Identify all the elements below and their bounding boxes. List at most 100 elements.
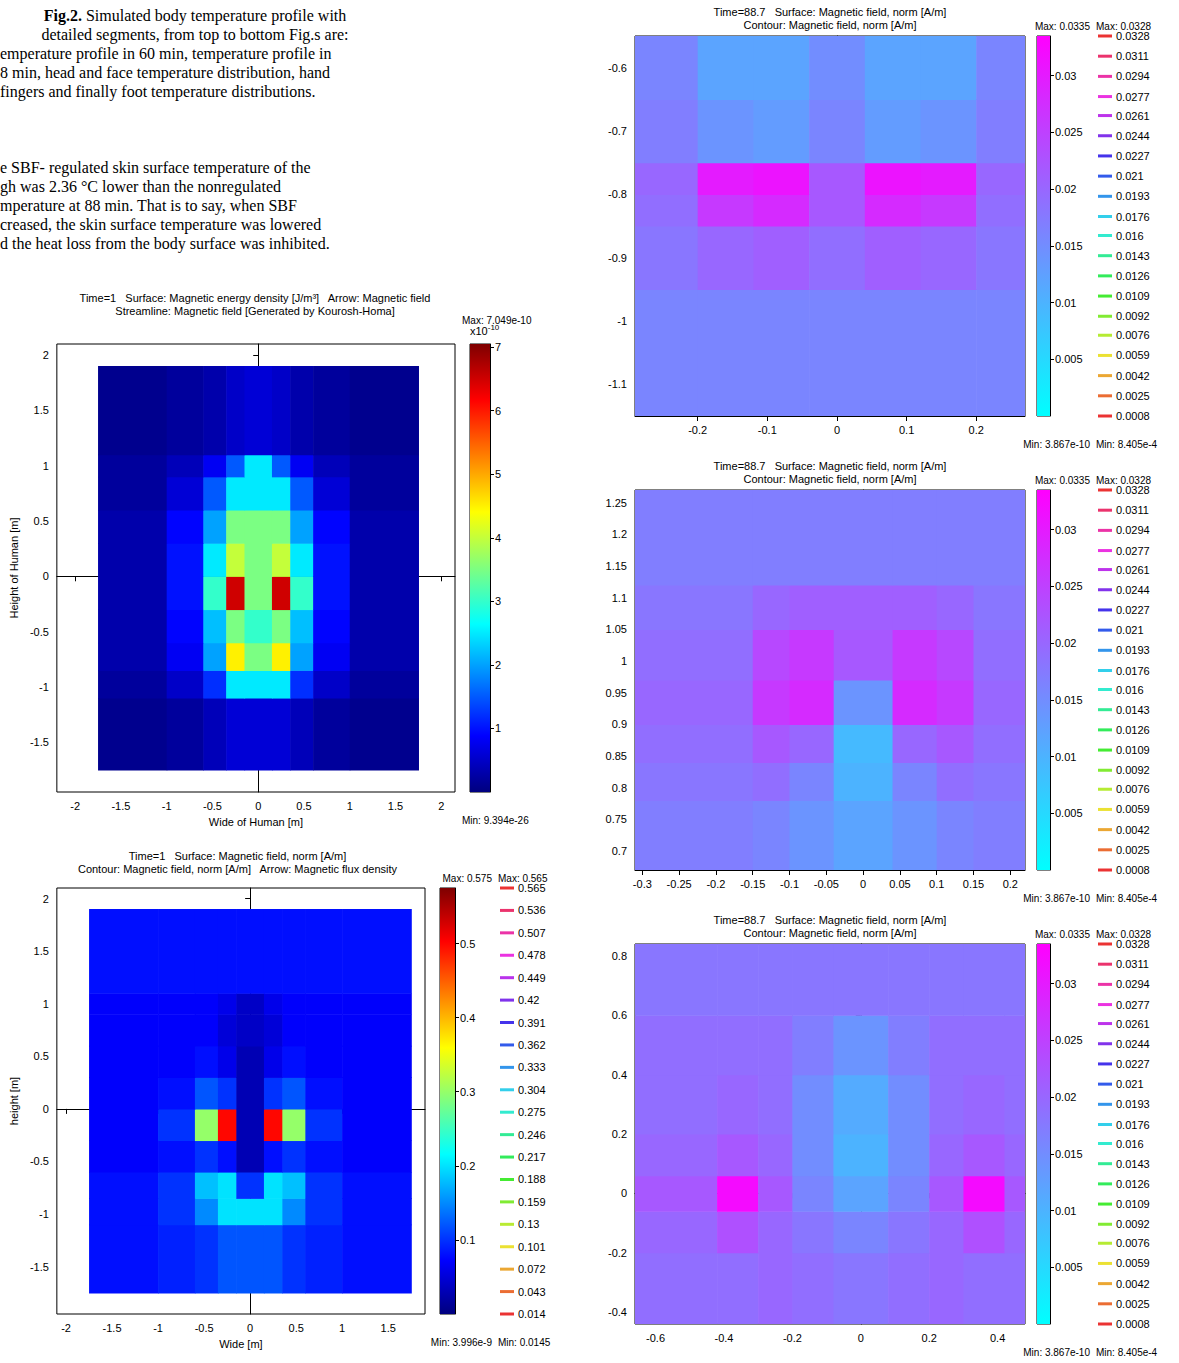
svg-text:0.75: 0.75 bbox=[606, 813, 627, 825]
svg-text:0.0025: 0.0025 bbox=[1116, 844, 1150, 856]
svg-text:0.1: 0.1 bbox=[929, 878, 944, 890]
svg-text:0: 0 bbox=[43, 1103, 49, 1115]
svg-text:Wide [m]: Wide [m] bbox=[219, 1338, 262, 1350]
svg-text:2: 2 bbox=[495, 659, 501, 671]
svg-text:0: 0 bbox=[834, 424, 840, 436]
svg-text:0.01: 0.01 bbox=[1055, 751, 1076, 763]
svg-text:0.9: 0.9 bbox=[612, 718, 627, 730]
svg-text:0.0059: 0.0059 bbox=[1116, 1257, 1150, 1269]
svg-text:0.0227: 0.0227 bbox=[1116, 604, 1150, 616]
svg-text:-0.9: -0.9 bbox=[608, 252, 627, 264]
svg-text:0.0294: 0.0294 bbox=[1116, 70, 1150, 82]
svg-text:Contour: Magnetic field, norm: Contour: Magnetic field, norm [A/m] bbox=[743, 473, 916, 485]
svg-text:0.02: 0.02 bbox=[1055, 637, 1076, 649]
svg-text:-1: -1 bbox=[39, 1208, 49, 1220]
svg-text:Min: 9.394e-26: Min: 9.394e-26 bbox=[462, 815, 529, 826]
svg-text:Min: 8.405e-4: Min: 8.405e-4 bbox=[1096, 439, 1158, 450]
svg-text:0.0109: 0.0109 bbox=[1116, 290, 1150, 302]
svg-text:Min: 8.405e-4: Min: 8.405e-4 bbox=[1096, 1347, 1158, 1358]
svg-text:1: 1 bbox=[347, 800, 353, 812]
svg-text:0.0244: 0.0244 bbox=[1116, 584, 1150, 596]
svg-text:0.2: 0.2 bbox=[460, 1160, 475, 1172]
svg-text:0.0042: 0.0042 bbox=[1116, 1278, 1150, 1290]
svg-text:Max: 0.0335: Max: 0.0335 bbox=[1035, 21, 1090, 32]
svg-text:0.0261: 0.0261 bbox=[1116, 564, 1150, 576]
svg-text:-1.5: -1.5 bbox=[30, 1261, 49, 1273]
svg-text:0.0126: 0.0126 bbox=[1116, 1178, 1150, 1190]
svg-text:height [m]: height [m] bbox=[8, 1077, 20, 1125]
svg-text:0.6: 0.6 bbox=[612, 1009, 627, 1021]
svg-text:0.02: 0.02 bbox=[1055, 183, 1076, 195]
svg-text:5: 5 bbox=[495, 468, 501, 480]
svg-text:4: 4 bbox=[495, 532, 501, 544]
svg-text:0.2: 0.2 bbox=[612, 1128, 627, 1140]
svg-text:0.005: 0.005 bbox=[1055, 807, 1083, 819]
svg-text:2: 2 bbox=[43, 349, 49, 361]
svg-text:0.85: 0.85 bbox=[606, 750, 627, 762]
svg-text:2: 2 bbox=[438, 800, 444, 812]
svg-text:0.0294: 0.0294 bbox=[1116, 524, 1150, 536]
svg-text:-1: -1 bbox=[617, 315, 627, 327]
svg-text:0.03: 0.03 bbox=[1055, 70, 1076, 82]
svg-text:0.03: 0.03 bbox=[1055, 978, 1076, 990]
svg-text:0.391: 0.391 bbox=[518, 1017, 546, 1029]
svg-text:0.025: 0.025 bbox=[1055, 1034, 1083, 1046]
svg-text:-1: -1 bbox=[39, 681, 49, 693]
svg-text:0.03: 0.03 bbox=[1055, 524, 1076, 536]
svg-text:1.1: 1.1 bbox=[612, 592, 627, 604]
svg-text:0.0227: 0.0227 bbox=[1116, 1058, 1150, 1070]
svg-text:-0.1: -0.1 bbox=[780, 878, 799, 890]
svg-text:0.0059: 0.0059 bbox=[1116, 803, 1150, 815]
svg-text:0.021: 0.021 bbox=[1116, 1078, 1144, 1090]
svg-text:0.0092: 0.0092 bbox=[1116, 764, 1150, 776]
svg-text:0.8: 0.8 bbox=[612, 782, 627, 794]
svg-text:-1.5: -1.5 bbox=[30, 736, 49, 748]
svg-text:0.95: 0.95 bbox=[606, 687, 627, 699]
svg-text:3: 3 bbox=[495, 595, 501, 607]
svg-text:-0.4: -0.4 bbox=[608, 1306, 627, 1318]
svg-text:-1: -1 bbox=[153, 1322, 163, 1334]
svg-text:-2: -2 bbox=[70, 800, 80, 812]
svg-text:-0.15: -0.15 bbox=[740, 878, 765, 890]
svg-text:-1: -1 bbox=[162, 800, 172, 812]
svg-text:7: 7 bbox=[495, 341, 501, 353]
svg-text:0.0244: 0.0244 bbox=[1116, 130, 1150, 142]
svg-text:0.0261: 0.0261 bbox=[1116, 1018, 1150, 1030]
svg-text:0.0328: 0.0328 bbox=[1116, 484, 1150, 496]
svg-text:0.4: 0.4 bbox=[460, 1012, 475, 1024]
svg-text:0.072: 0.072 bbox=[518, 1263, 546, 1275]
svg-text:0.0025: 0.0025 bbox=[1116, 390, 1150, 402]
svg-text:0.478: 0.478 bbox=[518, 949, 546, 961]
svg-text:0.016: 0.016 bbox=[1116, 1138, 1144, 1150]
svg-text:Contour: Magnetic field, norm: Contour: Magnetic field, norm [A/m] bbox=[743, 927, 916, 939]
svg-text:0.0328: 0.0328 bbox=[1116, 938, 1150, 950]
svg-text:0.2: 0.2 bbox=[922, 1332, 937, 1344]
svg-text:0.333: 0.333 bbox=[518, 1061, 546, 1073]
svg-text:-0.05: -0.05 bbox=[814, 878, 839, 890]
svg-text:0.0008: 0.0008 bbox=[1116, 1318, 1150, 1330]
svg-text:0.5: 0.5 bbox=[34, 1050, 49, 1062]
svg-text:Min: 0.0145: Min: 0.0145 bbox=[498, 1337, 551, 1348]
svg-text:0.13: 0.13 bbox=[518, 1218, 539, 1230]
svg-text:0.0126: 0.0126 bbox=[1116, 270, 1150, 282]
svg-text:Wide of Human [m]: Wide of Human [m] bbox=[209, 816, 303, 828]
svg-text:0.101: 0.101 bbox=[518, 1241, 546, 1253]
svg-text:0.0008: 0.0008 bbox=[1116, 864, 1150, 876]
svg-text:0.0311: 0.0311 bbox=[1116, 958, 1149, 970]
svg-text:-0.2: -0.2 bbox=[688, 424, 707, 436]
svg-text:1.25: 1.25 bbox=[606, 497, 627, 509]
svg-text:0.0227: 0.0227 bbox=[1116, 150, 1150, 162]
svg-text:0.246: 0.246 bbox=[518, 1129, 546, 1141]
svg-text:-1.1: -1.1 bbox=[608, 378, 627, 390]
svg-text:0.7: 0.7 bbox=[612, 845, 627, 857]
svg-text:0.536: 0.536 bbox=[518, 904, 546, 916]
svg-text:0.025: 0.025 bbox=[1055, 580, 1083, 592]
svg-text:0.02: 0.02 bbox=[1055, 1091, 1076, 1103]
svg-text:0.0143: 0.0143 bbox=[1116, 704, 1150, 716]
svg-text:1: 1 bbox=[43, 998, 49, 1010]
svg-text:-0.5: -0.5 bbox=[195, 1322, 214, 1334]
svg-text:0: 0 bbox=[860, 878, 866, 890]
svg-text:0.0025: 0.0025 bbox=[1116, 1298, 1150, 1310]
svg-text:0.0059: 0.0059 bbox=[1116, 349, 1150, 361]
svg-text:Time=1 Surface: Magnetic ene: Time=1 Surface: Magnetic energy density … bbox=[80, 292, 431, 304]
